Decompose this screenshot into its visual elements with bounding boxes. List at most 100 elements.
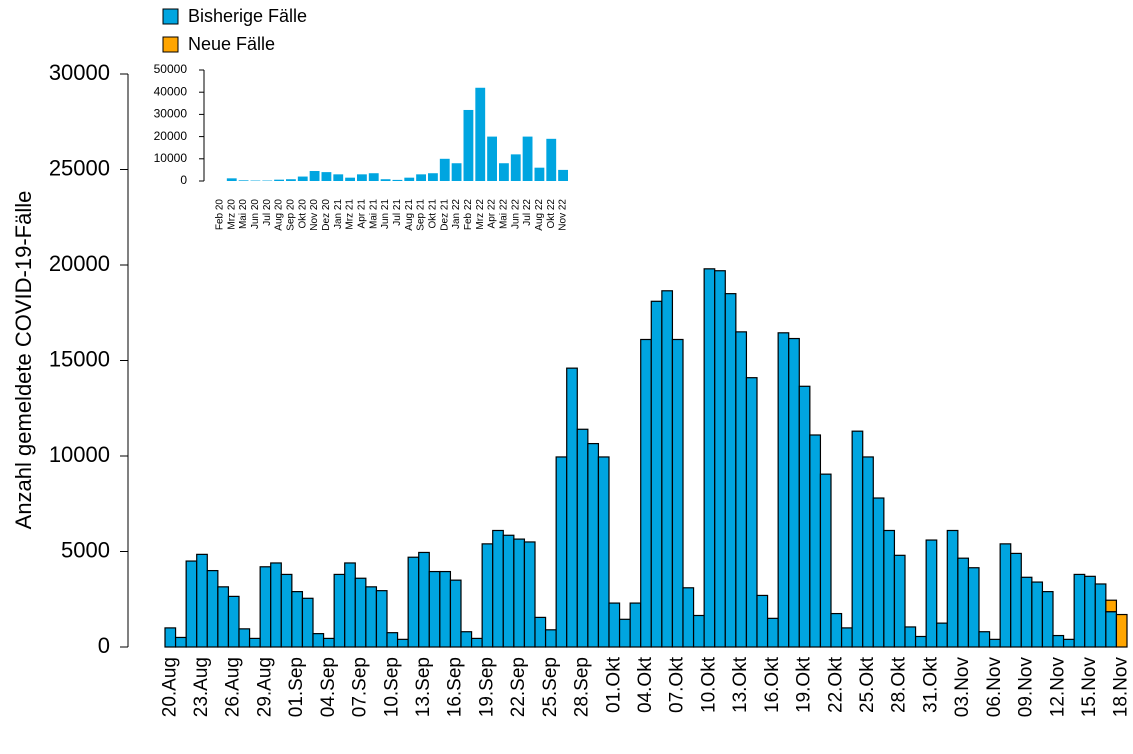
bar (440, 572, 451, 647)
bar (1085, 576, 1096, 647)
bar (271, 563, 282, 647)
bar (641, 339, 652, 647)
bar (398, 639, 409, 647)
inset-bar (499, 163, 509, 181)
x-tick-label: 25.Sep (540, 657, 561, 717)
inset-bar (227, 178, 237, 181)
inset-x-tick-label: Aug 21 (404, 199, 415, 231)
bar (884, 530, 895, 647)
legend-label: Neue Fälle (188, 34, 275, 54)
bar (514, 539, 525, 647)
x-tick-label: 01.Okt (603, 656, 624, 713)
bar (905, 627, 916, 647)
inset-x-tick-label: Apr 22 (487, 199, 498, 229)
bar (979, 632, 990, 647)
inset-x-tick-label: Apr 21 (357, 199, 368, 229)
bar (567, 368, 578, 647)
inset-x-tick-label: Okt 22 (546, 199, 557, 229)
x-tick-label: 28.Okt (889, 656, 910, 713)
bar (556, 457, 567, 647)
x-tick-label: 31.Okt (920, 656, 941, 713)
inset-x-tick-label: Jul 20 (262, 199, 273, 226)
bar (947, 530, 958, 647)
bar (672, 339, 683, 647)
inset-x-tick-label: Mrz 22 (475, 199, 486, 230)
x-tick-label: 19.Okt (794, 656, 815, 713)
bar (1116, 615, 1127, 647)
bar (577, 429, 588, 647)
bar (228, 596, 239, 647)
inset-y-tick-label: 30000 (154, 107, 188, 121)
bar (260, 567, 271, 647)
inset-x-tick-label: Mrz 21 (345, 199, 356, 230)
inset-bar (558, 170, 568, 181)
x-tick-label: 03.Nov (952, 657, 973, 718)
bar (324, 638, 335, 647)
inset-x-tick-label: Dez 21 (439, 199, 450, 231)
bar (207, 571, 218, 647)
bar (746, 378, 757, 647)
bar (990, 639, 1001, 647)
y-tick-label: 15000 (49, 346, 110, 371)
bar (472, 638, 483, 647)
bar (429, 572, 440, 647)
inset-bar (428, 173, 438, 181)
bar (863, 457, 874, 647)
bar (387, 633, 398, 647)
inset-bar (369, 173, 379, 181)
x-tick-label: 16.Okt (762, 656, 783, 713)
bar (292, 592, 303, 647)
bar (524, 542, 535, 647)
x-tick-label: 04.Sep (318, 657, 339, 717)
x-tick-label: 25.Okt (857, 656, 878, 713)
bar (852, 431, 863, 647)
inset-bar (464, 110, 474, 181)
inset-y-tick-label: 0 (180, 173, 187, 187)
bar (408, 557, 419, 647)
inset-x-tick-label: Sep 21 (416, 199, 427, 231)
x-tick-label: 10.Sep (381, 657, 402, 717)
inset-bar (393, 180, 403, 181)
x-tick-label: 22.Okt (825, 656, 846, 713)
x-tick-label: 12.Nov (1047, 657, 1068, 718)
bar (609, 603, 620, 647)
bar (958, 558, 969, 647)
inset-x-tick-label: Okt 20 (297, 199, 308, 229)
inset-x-tick-label: Mai 21 (368, 199, 379, 229)
x-tick-label: 19.Sep (476, 657, 497, 717)
inset-x-tick-label: Jan 22 (451, 199, 462, 229)
inset-bar (310, 171, 320, 181)
y-tick-label: 5000 (61, 537, 110, 562)
inset-x-tick-label: Aug 20 (274, 199, 285, 231)
bar (588, 444, 599, 647)
bar (757, 595, 768, 647)
bar (345, 563, 356, 647)
bar (789, 339, 800, 647)
legend-swatch (163, 9, 178, 24)
x-tick-label: 26.Aug (223, 657, 244, 717)
bar (968, 568, 979, 647)
bar (281, 574, 292, 647)
x-tick-label: 28.Sep (572, 657, 593, 717)
bar (1021, 577, 1032, 647)
x-tick-label: 04.Okt (635, 656, 656, 713)
bar (937, 623, 948, 647)
bar (218, 587, 229, 647)
inset-bar (274, 180, 284, 181)
inset-bar (452, 163, 462, 181)
bar (1011, 553, 1022, 647)
inset-x-tick-label: Dez 20 (321, 199, 332, 231)
x-tick-label: 06.Nov (984, 657, 1005, 718)
x-tick-label: 09.Nov (1016, 657, 1037, 718)
bar (694, 615, 705, 647)
bar (651, 301, 662, 647)
bar (250, 638, 261, 647)
inset-x-tick-label: Jul 21 (392, 199, 403, 226)
bar (461, 632, 472, 647)
inset-x-tick-label: Mai 22 (499, 199, 510, 229)
bar (916, 636, 927, 647)
inset-bar (523, 137, 533, 181)
bar (842, 628, 853, 647)
inset-bar (322, 172, 332, 181)
x-tick-label: 07.Okt (667, 656, 688, 713)
